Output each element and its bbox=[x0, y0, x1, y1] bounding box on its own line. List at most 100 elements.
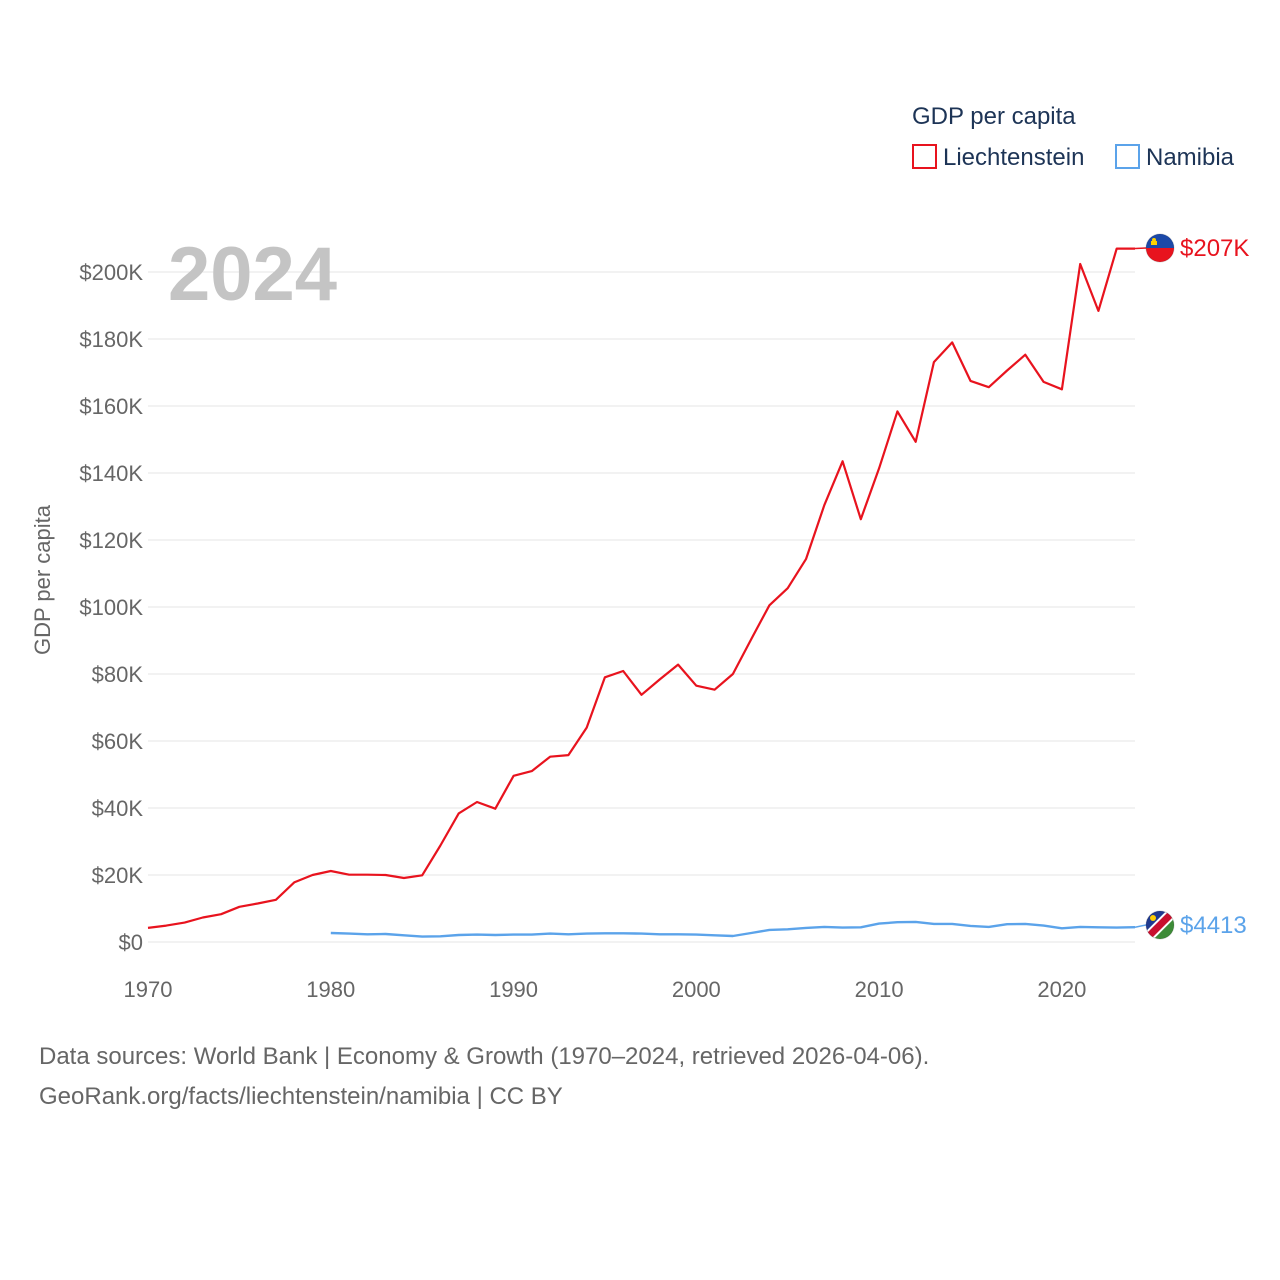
data-point-liechtenstein-1989[interactable] bbox=[492, 806, 498, 812]
data-point-liechtenstein-1973[interactable] bbox=[200, 915, 206, 921]
data-point-liechtenstein-2008[interactable] bbox=[840, 458, 846, 464]
data-point-namibia-2014[interactable] bbox=[949, 921, 955, 927]
data-point-namibia-1981[interactable] bbox=[346, 931, 352, 937]
data-point-liechtenstein-2012[interactable] bbox=[913, 439, 919, 445]
data-point-liechtenstein-2017[interactable] bbox=[1004, 367, 1010, 373]
data-point-liechtenstein-2014[interactable] bbox=[949, 339, 955, 345]
data-point-namibia-2023[interactable] bbox=[1114, 925, 1120, 931]
data-point-namibia-2021[interactable] bbox=[1077, 924, 1083, 930]
data-point-liechtenstein-2003[interactable] bbox=[748, 636, 754, 642]
data-point-namibia-2016[interactable] bbox=[986, 924, 992, 930]
data-point-namibia-2000[interactable] bbox=[693, 932, 699, 938]
data-point-namibia-1986[interactable] bbox=[437, 933, 443, 939]
data-point-namibia-2020[interactable] bbox=[1059, 925, 1065, 931]
data-point-liechtenstein-1977[interactable] bbox=[273, 897, 279, 903]
data-point-namibia-2012[interactable] bbox=[913, 919, 919, 925]
data-point-liechtenstein-1987[interactable] bbox=[456, 810, 462, 816]
data-point-liechtenstein-2015[interactable] bbox=[968, 378, 974, 384]
data-point-liechtenstein-1994[interactable] bbox=[584, 725, 590, 731]
data-point-liechtenstein-2010[interactable] bbox=[876, 465, 882, 471]
data-point-namibia-1983[interactable] bbox=[383, 931, 389, 937]
data-point-liechtenstein-1991[interactable] bbox=[529, 768, 535, 774]
data-point-namibia-2005[interactable] bbox=[785, 926, 791, 932]
data-point-namibia-1984[interactable] bbox=[401, 932, 407, 938]
data-point-liechtenstein-2023[interactable] bbox=[1114, 246, 1120, 252]
data-point-namibia-1995[interactable] bbox=[602, 930, 608, 936]
data-point-liechtenstein-1980[interactable] bbox=[328, 868, 334, 874]
data-point-namibia-2001[interactable] bbox=[712, 932, 718, 938]
data-point-namibia-2003[interactable] bbox=[748, 930, 754, 936]
data-point-namibia-2017[interactable] bbox=[1004, 921, 1010, 927]
data-point-namibia-1987[interactable] bbox=[456, 932, 462, 938]
data-point-namibia-1988[interactable] bbox=[474, 932, 480, 938]
data-point-liechtenstein-1979[interactable] bbox=[310, 872, 316, 878]
data-point-namibia-1994[interactable] bbox=[584, 931, 590, 937]
legend-item-liechtenstein[interactable]: Liechtenstein bbox=[912, 144, 1084, 171]
data-point-liechtenstein-1993[interactable] bbox=[565, 752, 571, 758]
data-point-liechtenstein-2006[interactable] bbox=[803, 556, 809, 562]
data-point-liechtenstein-1995[interactable] bbox=[602, 674, 608, 680]
data-point-liechtenstein-1983[interactable] bbox=[383, 872, 389, 878]
data-point-liechtenstein-1981[interactable] bbox=[346, 872, 352, 878]
data-point-liechtenstein-1974[interactable] bbox=[218, 911, 224, 917]
data-point-namibia-2004[interactable] bbox=[766, 927, 772, 933]
data-point-namibia-1990[interactable] bbox=[511, 932, 517, 938]
data-point-namibia-1982[interactable] bbox=[364, 931, 370, 937]
data-point-liechtenstein-1998[interactable] bbox=[657, 676, 663, 682]
data-point-liechtenstein-1988[interactable] bbox=[474, 799, 480, 805]
data-point-liechtenstein-2009[interactable] bbox=[858, 516, 864, 522]
data-point-liechtenstein-1971[interactable] bbox=[163, 923, 169, 929]
data-point-namibia-2006[interactable] bbox=[803, 925, 809, 931]
data-point-namibia-2013[interactable] bbox=[931, 921, 937, 927]
data-point-liechtenstein-1985[interactable] bbox=[419, 872, 425, 878]
data-point-liechtenstein-1984[interactable] bbox=[401, 875, 407, 881]
data-point-namibia-2002[interactable] bbox=[730, 933, 736, 939]
data-point-namibia-1991[interactable] bbox=[529, 932, 535, 938]
data-point-namibia-1998[interactable] bbox=[657, 931, 663, 937]
data-point-namibia-2018[interactable] bbox=[1022, 921, 1028, 927]
data-point-namibia-2011[interactable] bbox=[894, 919, 900, 925]
data-point-liechtenstein-1976[interactable] bbox=[255, 900, 261, 906]
data-point-liechtenstein-2019[interactable] bbox=[1041, 379, 1047, 385]
data-point-liechtenstein-1972[interactable] bbox=[182, 920, 188, 926]
data-point-namibia-1999[interactable] bbox=[675, 931, 681, 937]
data-point-liechtenstein-1982[interactable] bbox=[364, 872, 370, 878]
data-point-liechtenstein-2020[interactable] bbox=[1059, 386, 1065, 392]
data-point-namibia-1985[interactable] bbox=[419, 934, 425, 940]
data-point-liechtenstein-1978[interactable] bbox=[291, 879, 297, 885]
data-point-namibia-1992[interactable] bbox=[547, 931, 553, 937]
data-point-namibia-1997[interactable] bbox=[639, 931, 645, 937]
data-point-namibia-1980[interactable] bbox=[328, 930, 334, 936]
data-point-namibia-2019[interactable] bbox=[1041, 923, 1047, 929]
data-point-namibia-2015[interactable] bbox=[968, 923, 974, 929]
data-point-liechtenstein-2007[interactable] bbox=[821, 502, 827, 508]
data-point-liechtenstein-1999[interactable] bbox=[675, 662, 681, 668]
data-point-liechtenstein-2021[interactable] bbox=[1077, 261, 1083, 267]
data-point-liechtenstein-1975[interactable] bbox=[236, 904, 242, 910]
data-point-liechtenstein-2005[interactable] bbox=[785, 585, 791, 591]
data-point-liechtenstein-1996[interactable] bbox=[620, 668, 626, 674]
data-point-liechtenstein-1970[interactable] bbox=[145, 925, 151, 931]
data-point-liechtenstein-2004[interactable] bbox=[766, 602, 772, 608]
data-point-liechtenstein-1997[interactable] bbox=[639, 692, 645, 698]
data-point-namibia-2009[interactable] bbox=[858, 924, 864, 930]
data-point-namibia-1993[interactable] bbox=[565, 931, 571, 937]
data-point-namibia-2008[interactable] bbox=[840, 925, 846, 931]
data-point-liechtenstein-1990[interactable] bbox=[511, 773, 517, 779]
data-point-liechtenstein-1992[interactable] bbox=[547, 754, 553, 760]
data-point-liechtenstein-2002[interactable] bbox=[730, 671, 736, 677]
data-point-namibia-1989[interactable] bbox=[492, 932, 498, 938]
data-point-liechtenstein-2016[interactable] bbox=[986, 384, 992, 390]
data-point-liechtenstein-1986[interactable] bbox=[437, 843, 443, 849]
data-point-liechtenstein-2013[interactable] bbox=[931, 359, 937, 365]
data-point-liechtenstein-2000[interactable] bbox=[693, 683, 699, 689]
legend-item-namibia[interactable]: Namibia bbox=[1115, 144, 1235, 171]
data-point-liechtenstein-2011[interactable] bbox=[894, 408, 900, 414]
data-point-namibia-2022[interactable] bbox=[1095, 924, 1101, 930]
data-point-namibia-2007[interactable] bbox=[821, 924, 827, 930]
data-point-namibia-1996[interactable] bbox=[620, 930, 626, 936]
data-point-namibia-2010[interactable] bbox=[876, 921, 882, 927]
data-point-liechtenstein-2001[interactable] bbox=[712, 687, 718, 693]
data-point-liechtenstein-2022[interactable] bbox=[1095, 308, 1101, 314]
data-point-liechtenstein-2018[interactable] bbox=[1022, 352, 1028, 358]
